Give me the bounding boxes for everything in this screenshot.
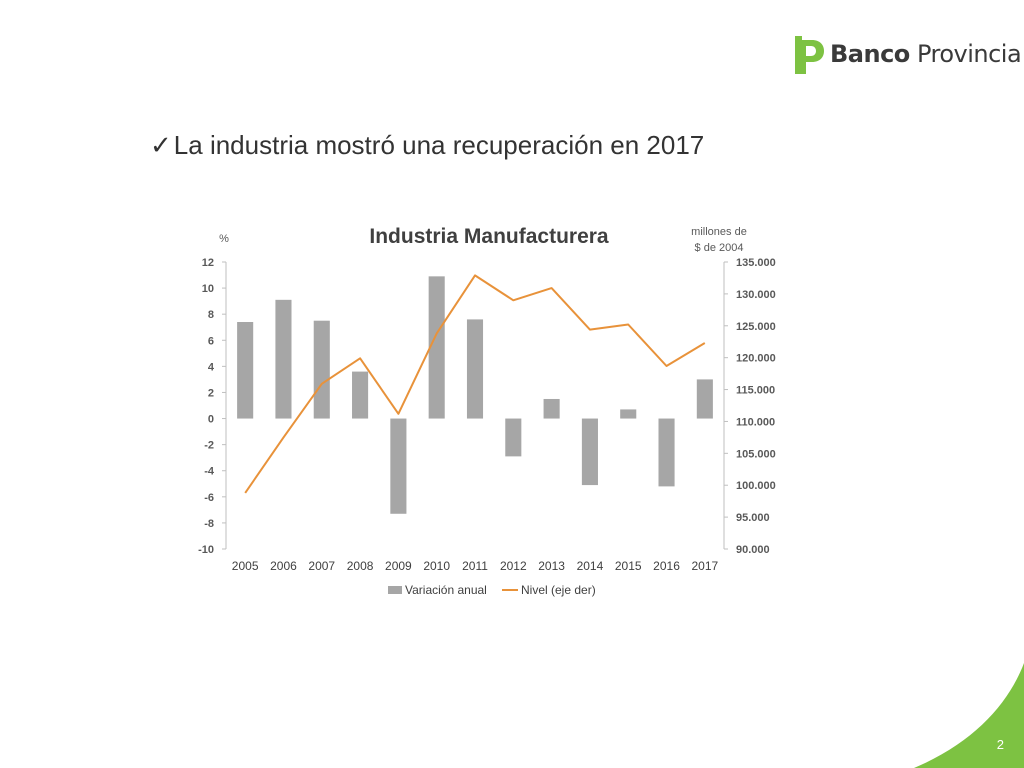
left-tick-label: 6 [208,335,214,347]
bar-variacion-anual [466,319,484,419]
bar-variacion-anual [390,418,407,514]
legend-label-bar: Variación anual [405,583,487,597]
left-tick-label: 0 [208,414,214,426]
x-tick-label: 2014 [577,559,604,573]
right-tick-label: 90.000 [736,544,770,556]
left-tick-label: -6 [204,492,214,504]
right-tick-label: 100.000 [736,480,776,492]
brand-name: Banco Provincia [830,40,1022,68]
corner-decoration [914,663,1024,768]
left-tick-label: 8 [208,309,214,321]
left-tick-label: 10 [202,283,214,295]
right-tick-label: 120.000 [736,353,776,365]
bar-variacion-anual [275,299,292,419]
headline-text: La industria mostró una recuperación en … [173,130,705,160]
slide-headline: ✓La industria mostró una recuperación en… [150,130,704,161]
x-tick-label: 2013 [538,559,565,573]
bar-variacion-anual [237,322,254,419]
x-tick-label: 2011 [462,559,488,573]
x-tick-label: 2012 [500,559,527,573]
checkmark-icon: ✓ [150,130,172,160]
x-tick-label: 2017 [691,559,718,573]
left-tick-label: -8 [204,518,214,530]
x-tick-label: 2015 [615,559,642,573]
x-tick-label: 2006 [270,559,297,573]
bar-variacion-anual [620,409,637,419]
x-tick-label: 2010 [423,559,450,573]
x-tick-label: 2008 [347,559,374,573]
right-tick-label: 110.000 [736,416,775,428]
left-tick-label: -4 [204,466,215,478]
left-tick-label: 2 [208,387,214,399]
chart-title: Industria Manufacturera [369,225,609,248]
bar-variacion-anual [352,371,369,419]
legend-swatch-bar [388,586,402,594]
right-tick-label: 95.000 [736,512,770,524]
industria-chart: Industria Manufacturera% millones de $ de … [198,225,776,597]
left-tick-label: -2 [204,440,214,452]
banco-provincia-logo: Banco Provincia [792,36,1022,74]
x-tick-label: 2005 [232,559,259,573]
bar-variacion-anual [505,418,522,457]
x-tick-label: 2016 [653,559,680,573]
bar-variacion-anual [428,276,445,419]
brand-name-bold: Banco [830,40,910,68]
right-axis-unit-line: millones de [691,226,747,238]
right-tick-label: 130.000 [736,289,776,301]
right-tick-label: 115.000 [736,385,775,397]
left-tick-label: 4 [208,361,215,373]
right-tick-label: 105.000 [736,448,776,460]
page-number: 2 [996,737,1004,752]
brand-name-regular: Provincia [916,40,1022,68]
bar-variacion-anual [696,379,713,419]
bar-variacion-anual [313,320,330,419]
bar-variacion-anual [658,418,675,487]
legend-label-line: Nivel (eje der) [521,583,596,597]
bar-variacion-anual [581,418,598,486]
bar-variacion-anual [543,398,560,419]
line-nivel [244,274,706,494]
left-tick-label: 12 [202,257,214,269]
right-axis-unit-line: $ de 2004 [695,242,744,254]
logo-mark-icon [795,36,824,74]
x-tick-label: 2007 [308,559,335,573]
left-axis-unit: % [219,233,229,245]
right-tick-label: 125.000 [736,321,776,333]
left-tick-label: -10 [198,544,214,556]
x-tick-label: 2009 [385,559,412,573]
right-tick-label: 135.000 [736,257,776,269]
